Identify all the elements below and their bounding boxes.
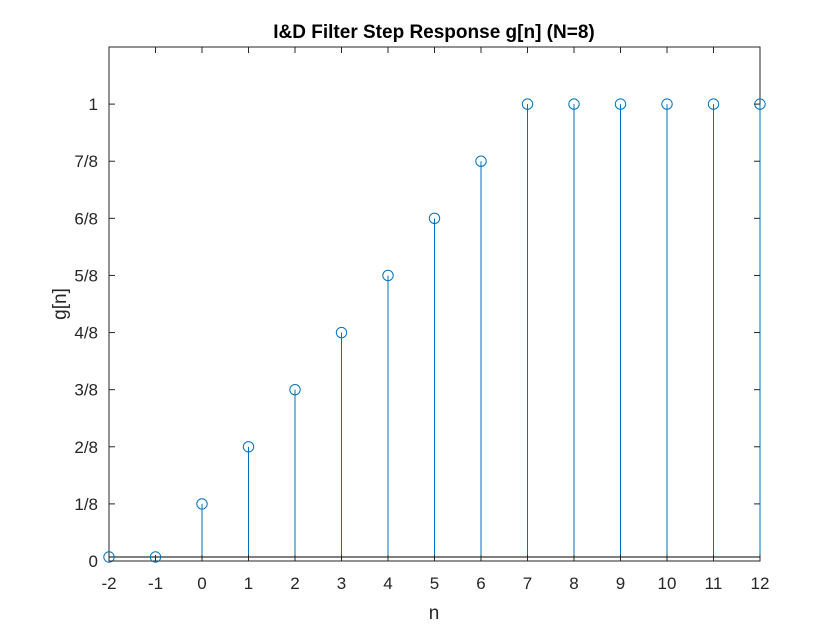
stem-marker [475,155,487,167]
x-ticks-group: -2 -1 0 1 2 3 4 5 6 7 8 9 10 11 12 [101,47,769,593]
x-tick-label: 5 [430,574,439,593]
x-tick-label: 12 [751,574,770,593]
stem-marker [568,98,580,110]
x-tick-label: 4 [383,574,392,593]
y-axis-label: g[n] [50,288,71,320]
x-tick-label: 6 [476,574,485,593]
x-axis-label: n [429,603,440,624]
x-tick-label: 0 [197,574,206,593]
x-tick-label: 3 [337,574,346,593]
x-tick-label: 8 [569,574,578,593]
x-tick-label: -2 [101,574,116,593]
stem-marker [614,98,627,110]
stem-marker [149,551,162,563]
x-tick-label: 10 [658,574,677,593]
y-tick-label: 1/8 [74,495,98,514]
stem-marker [382,269,394,282]
y-tick-label: 4/8 [74,324,98,343]
y-tick-label: 5/8 [74,266,98,285]
stems-group [103,98,766,563]
stem-marker [428,212,441,225]
stem-marker [196,498,208,510]
chart-title: I&D Filter Step Response g[n] (N=8) [273,22,594,43]
x-tick-label: 2 [290,574,299,593]
stem-marker [103,551,115,563]
x-tick-label: 9 [616,574,625,593]
y-tick-label: 1 [89,95,98,114]
y-tick-label: 2/8 [74,438,98,457]
stem-marker [289,383,301,396]
stem-marker [661,98,673,110]
x-tick-label: 11 [705,574,723,593]
stem-marker [521,98,534,110]
y-tick-label: 3/8 [74,381,98,400]
stem-marker [707,98,720,110]
y-ticks-group: 0 1/8 2/8 3/8 4/8 5/8 6/8 7/8 1 [74,95,760,571]
y-tick-label: 7/8 [74,152,98,171]
x-tick-label: 7 [523,574,532,593]
y-tick-label: 6/8 [74,209,98,228]
y-tick-label: 0 [89,552,98,571]
stem-marker [242,441,255,453]
stem-marker [335,326,348,339]
x-tick-label: 1 [244,574,253,593]
x-tick-label: -1 [148,574,163,593]
